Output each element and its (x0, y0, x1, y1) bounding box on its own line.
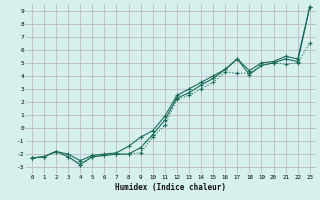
X-axis label: Humidex (Indice chaleur): Humidex (Indice chaleur) (115, 183, 226, 192)
